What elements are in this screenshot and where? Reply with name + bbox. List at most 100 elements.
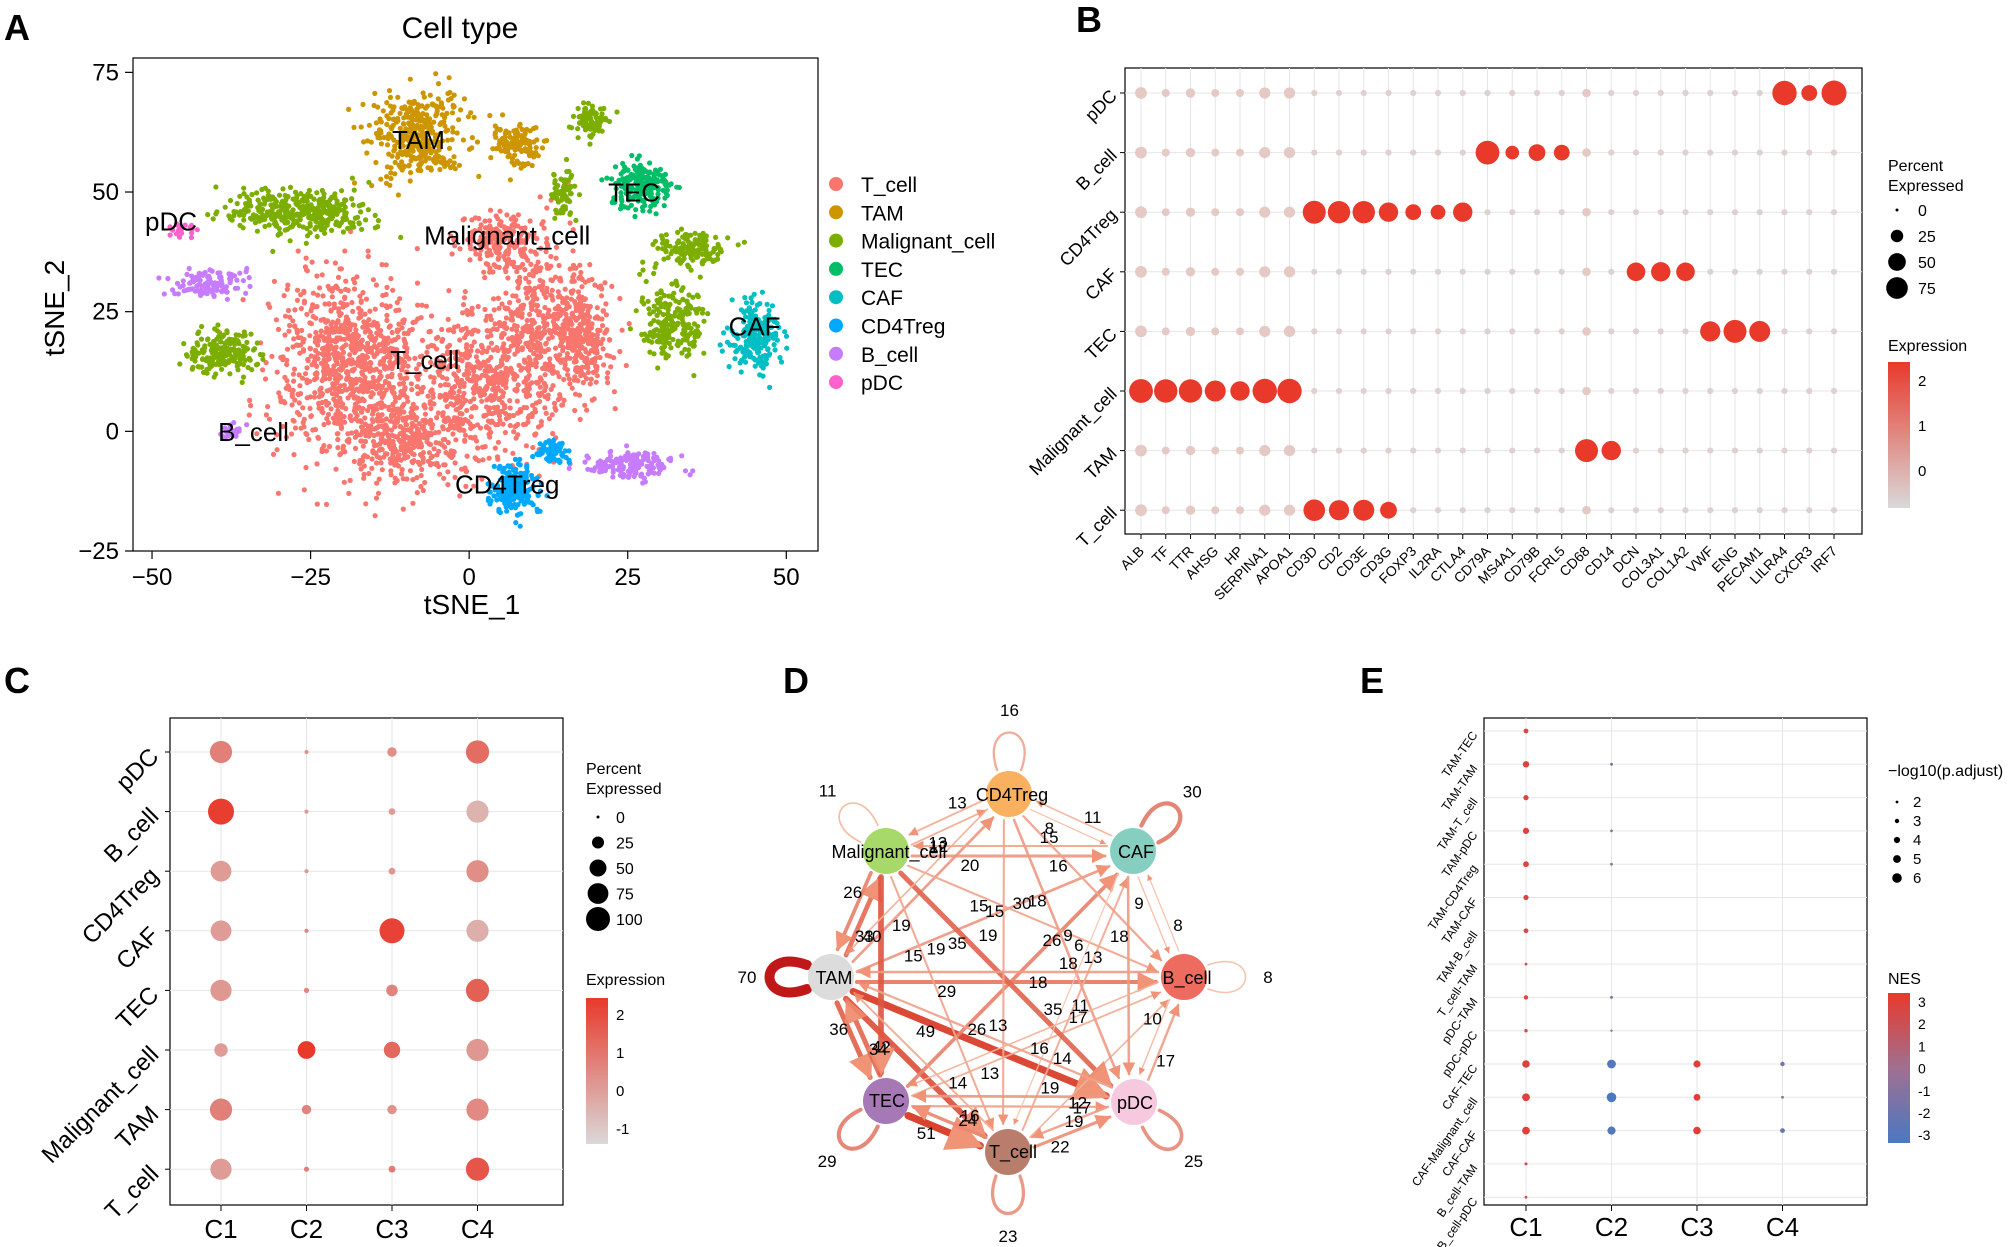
tsne-point [772,347,778,353]
tsne-point [551,456,557,462]
tsne-point [257,206,263,212]
tsne-point [458,107,464,113]
tsne-point [362,329,368,335]
tsne-point [348,334,354,340]
tsne-point [508,216,514,222]
tsne-point [204,357,210,363]
tsne-point [280,423,286,430]
tsne-point [490,269,496,275]
tsne-point [273,214,279,220]
tsne-point [558,359,564,365]
tsne-point [519,365,526,371]
tsne-point [459,326,465,333]
tsne-point [316,400,322,406]
tsne-point [408,170,414,176]
tsne-point [375,104,381,110]
tsne-point [418,167,424,174]
tsne-point [427,92,433,98]
tsne-point [384,164,390,170]
tsne-point [486,230,492,236]
tsne-point [598,283,604,289]
tsne-point [523,421,529,427]
tsne-point [373,130,379,137]
tsne-point [243,290,249,296]
tsne-point [572,374,578,380]
tsne-point [457,493,463,499]
tsne-point [392,462,398,468]
tsne-point [401,429,407,435]
tsne-point [449,110,456,116]
tsne-point [291,366,298,372]
tsne-point [505,154,511,160]
tsne-point [431,379,437,385]
tsne-point [445,97,451,103]
tsne-point [571,272,577,278]
tsne-point [600,336,606,342]
tsne-point [567,266,573,272]
tsne-point [500,421,506,427]
tsne-point [467,257,473,263]
tsne-point [476,173,482,179]
tsne-point [282,313,289,319]
tsne-point [466,146,473,152]
tsne-point [333,221,339,227]
tsne-point [640,267,646,273]
tsne-point [449,394,455,400]
tsne-point [746,341,752,347]
tsne-point [241,185,247,191]
tsne-point [537,335,544,341]
tsne-point [544,262,550,268]
tsne-point [386,115,392,122]
tsne-point [420,450,426,456]
tsne-point [213,211,219,217]
tsne-point [565,339,571,345]
tsne-point [328,406,334,412]
tsne-point [418,315,424,321]
tsne-point [691,373,697,379]
tsne-point [304,365,310,371]
tsne-point [468,365,474,371]
tsne-point [221,332,227,338]
tsne-point [539,287,545,293]
tsne-point [612,164,619,170]
tsne-point [356,221,362,227]
tsne-point [410,154,416,160]
tsne-point [558,335,564,341]
tsne-point [658,233,665,239]
tsne-point [715,241,721,248]
tsne-point [300,211,306,217]
tsne-point [529,293,536,299]
tsne-point [311,394,317,400]
tsne-point [460,394,466,400]
tsne-point [519,239,525,245]
tsne-point [442,462,448,468]
tsne-point [487,410,493,416]
tsne-point [370,418,376,425]
tsne-point [457,337,463,343]
tsne-point [471,373,477,379]
tsne-point [760,365,766,371]
tsne-point [410,319,416,326]
tsne-point [376,423,382,430]
tsne-point [315,435,322,441]
tsne-point [509,159,515,165]
tsne-point [358,298,364,304]
tsne-point [496,410,502,416]
tsne-point [511,264,517,270]
tsne-point [503,290,509,296]
tsne-point [406,162,412,168]
tsne-point [514,348,521,354]
tsne-point [411,451,417,458]
tsne-point [556,447,562,454]
tsne-point [390,346,397,352]
tsne-point [457,427,463,433]
tsne-point [365,253,371,260]
tsne-point [222,204,228,210]
tsne-point [237,360,243,366]
tsne-point [440,426,446,432]
tsne-point [377,369,383,375]
tsne-point [499,135,506,142]
tsne-point [391,442,397,448]
tsne-point [307,345,313,351]
